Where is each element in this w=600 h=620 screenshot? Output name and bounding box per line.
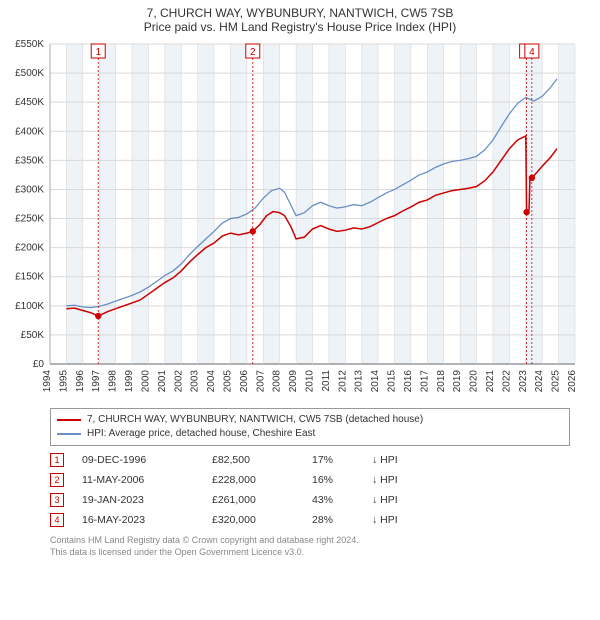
svg-text:2003: 2003 <box>190 370 201 393</box>
legend-item: HPI: Average price, detached house, Ches… <box>57 427 563 441</box>
svg-text:2005: 2005 <box>222 370 233 393</box>
sale-date: 19-JAN-2023 <box>82 494 212 506</box>
svg-text:1999: 1999 <box>124 370 135 393</box>
svg-text:£500K: £500K <box>15 68 44 79</box>
svg-text:£250K: £250K <box>15 214 44 225</box>
svg-text:£50K: £50K <box>21 330 45 341</box>
svg-text:2018: 2018 <box>436 370 447 393</box>
svg-text:1995: 1995 <box>58 370 69 393</box>
sale-marker-icon: 4 <box>50 513 64 527</box>
sale-marker-icon: 3 <box>50 493 64 507</box>
sale-vs-hpi: ↓ HPI <box>372 454 432 466</box>
svg-text:2: 2 <box>250 47 256 58</box>
sale-date: 16-MAY-2023 <box>82 514 212 526</box>
sales-table: 1 09-DEC-1996 £82,500 17% ↓ HPI 2 11-MAY… <box>50 450 570 530</box>
svg-text:2022: 2022 <box>501 370 512 393</box>
chart-title-line2: Price paid vs. HM Land Registry's House … <box>0 20 600 34</box>
legend-swatch <box>57 419 81 421</box>
svg-text:1998: 1998 <box>108 370 119 393</box>
table-row: 1 09-DEC-1996 £82,500 17% ↓ HPI <box>50 450 570 470</box>
svg-text:£300K: £300K <box>15 184 44 195</box>
sale-price: £228,000 <box>212 474 312 486</box>
sale-price: £320,000 <box>212 514 312 526</box>
svg-text:£550K: £550K <box>15 39 44 50</box>
svg-text:1996: 1996 <box>75 370 86 393</box>
chart-titles: 7, CHURCH WAY, WYBUNBURY, NANTWICH, CW5 … <box>0 0 600 34</box>
svg-text:1994: 1994 <box>42 370 53 393</box>
svg-text:1: 1 <box>95 47 101 58</box>
legend: 7, CHURCH WAY, WYBUNBURY, NANTWICH, CW5 … <box>50 408 570 446</box>
table-row: 3 19-JAN-2023 £261,000 43% ↓ HPI <box>50 490 570 510</box>
legend-item: 7, CHURCH WAY, WYBUNBURY, NANTWICH, CW5 … <box>57 413 563 427</box>
svg-text:2023: 2023 <box>518 370 529 393</box>
svg-text:2012: 2012 <box>337 370 348 393</box>
svg-text:2000: 2000 <box>140 370 151 393</box>
svg-text:2009: 2009 <box>288 370 299 393</box>
sale-vs-hpi: ↓ HPI <box>372 474 432 486</box>
price-chart: £0 £50K £100K £150K £200K £250K £300K £350K £400… <box>0 34 600 404</box>
svg-text:2019: 2019 <box>452 370 463 393</box>
svg-text:2007: 2007 <box>255 370 266 393</box>
svg-text:£400K: £400K <box>15 126 44 137</box>
footer: Contains HM Land Registry data © Crown c… <box>50 534 570 558</box>
sale-price: £261,000 <box>212 494 312 506</box>
svg-text:2020: 2020 <box>469 370 480 393</box>
sale-price: £82,500 <box>212 454 312 466</box>
svg-text:2016: 2016 <box>403 370 414 393</box>
svg-text:2017: 2017 <box>419 370 430 393</box>
sale-marker-icon: 2 <box>50 473 64 487</box>
table-row: 2 11-MAY-2006 £228,000 16% ↓ HPI <box>50 470 570 490</box>
sale-pct: 17% <box>312 454 372 466</box>
sale-date: 11-MAY-2006 <box>82 474 212 486</box>
svg-text:2025: 2025 <box>551 370 562 393</box>
table-row: 4 16-MAY-2023 £320,000 28% ↓ HPI <box>50 510 570 530</box>
svg-text:2026: 2026 <box>567 370 578 393</box>
sale-vs-hpi: ↓ HPI <box>372 494 432 506</box>
svg-text:2004: 2004 <box>206 370 217 393</box>
sale-vs-hpi: ↓ HPI <box>372 514 432 526</box>
svg-text:1997: 1997 <box>91 370 102 393</box>
svg-text:2013: 2013 <box>354 370 365 393</box>
svg-text:£200K: £200K <box>15 243 44 254</box>
svg-text:2010: 2010 <box>305 370 316 393</box>
svg-text:£0: £0 <box>33 359 45 370</box>
footer-line1: Contains HM Land Registry data © Crown c… <box>50 534 570 546</box>
sale-pct: 16% <box>312 474 372 486</box>
legend-label: HPI: Average price, detached house, Ches… <box>87 427 315 441</box>
svg-text:2015: 2015 <box>387 370 398 393</box>
chart-container: £0 £50K £100K £150K £200K £250K £300K £350K £400… <box>0 34 600 404</box>
footer-line2: This data is licensed under the Open Gov… <box>50 546 570 558</box>
svg-text:£150K: £150K <box>15 272 44 283</box>
svg-text:4: 4 <box>529 47 535 58</box>
svg-text:2008: 2008 <box>272 370 283 393</box>
svg-text:2002: 2002 <box>173 370 184 393</box>
sale-pct: 28% <box>312 514 372 526</box>
svg-text:2014: 2014 <box>370 370 381 393</box>
chart-title-line1: 7, CHURCH WAY, WYBUNBURY, NANTWICH, CW5 … <box>0 6 600 20</box>
svg-text:2021: 2021 <box>485 370 496 393</box>
sale-pct: 43% <box>312 494 372 506</box>
svg-text:£450K: £450K <box>15 97 44 108</box>
svg-text:2024: 2024 <box>534 370 545 393</box>
legend-label: 7, CHURCH WAY, WYBUNBURY, NANTWICH, CW5 … <box>87 413 423 427</box>
svg-text:2011: 2011 <box>321 370 332 392</box>
svg-text:2006: 2006 <box>239 370 250 393</box>
svg-text:£350K: £350K <box>15 155 44 166</box>
svg-text:£100K: £100K <box>15 301 44 312</box>
legend-swatch <box>57 433 81 435</box>
sale-marker-icon: 1 <box>50 453 64 467</box>
svg-text:2001: 2001 <box>157 370 168 393</box>
sale-date: 09-DEC-1996 <box>82 454 212 466</box>
